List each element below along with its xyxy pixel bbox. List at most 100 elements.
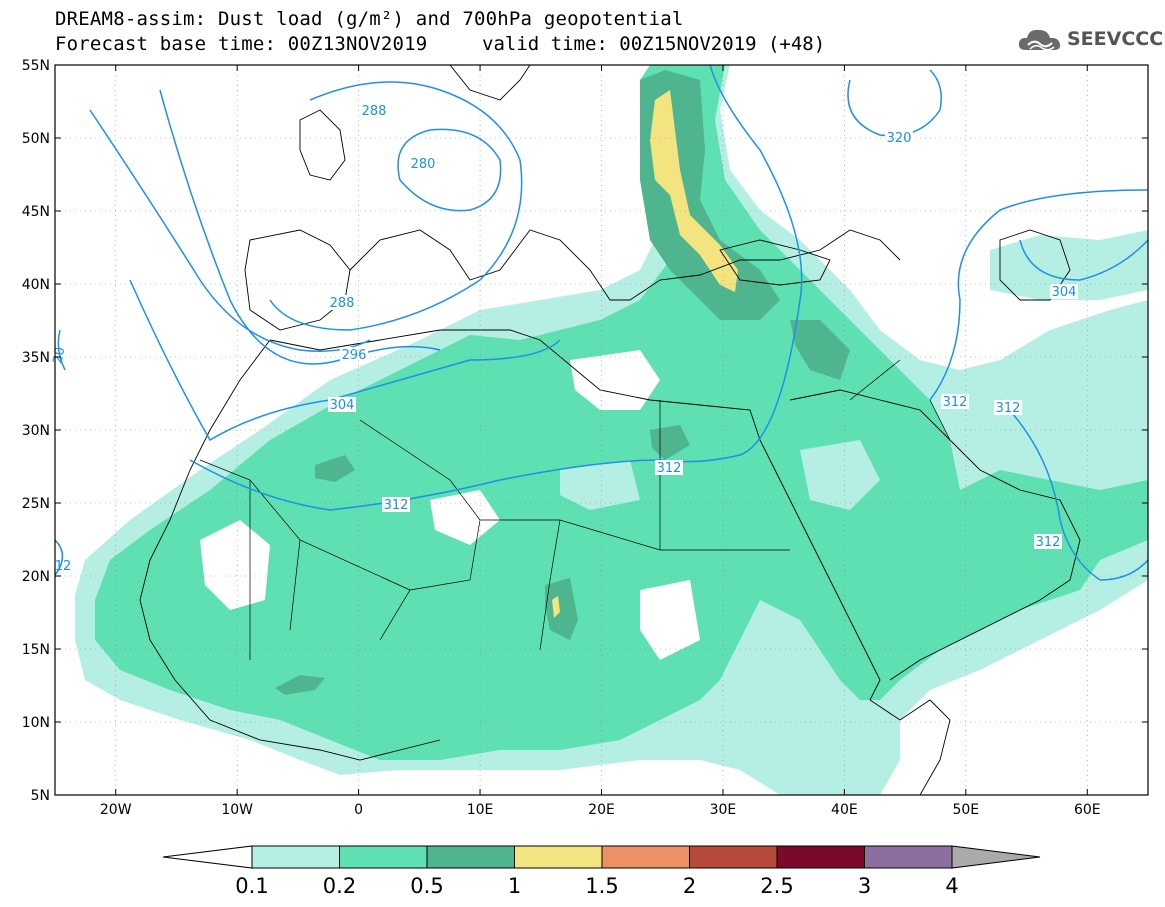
contour-304-east — [1019, 239, 1148, 281]
lat-label: 15N — [22, 642, 50, 658]
coastline-arabia — [789, 389, 1081, 681]
lon-label: 60E — [1074, 802, 1101, 818]
dust-level-0.5 — [315, 455, 355, 482]
dust-level-1 — [552, 596, 560, 618]
lon-label: 10E — [467, 802, 494, 818]
map-axes: 55N 50N 45N 40N 35N 30N 25N 20N 15N 10N 5N 20W 10W 0 1… — [22, 58, 1148, 818]
contour-304-west — [129, 279, 561, 442]
colorbar-box — [339, 845, 428, 869]
contour-296 — [159, 89, 441, 365]
dust-gap — [800, 440, 880, 510]
logo-text: SEEVCCC — [1067, 28, 1164, 50]
colorbar-label: 0.5 — [410, 874, 443, 898]
lat-label: 5N — [31, 788, 50, 804]
coastline-black-sea — [719, 239, 831, 286]
contour-label: 312 — [996, 401, 1021, 416]
colorbar-box — [864, 845, 953, 869]
coastline-britain — [299, 109, 346, 181]
colorbar-label: 4 — [945, 874, 958, 898]
dust-field — [75, 65, 1148, 795]
lon-label: 20W — [100, 802, 132, 818]
lat-label: 35N — [22, 350, 50, 366]
colorbar-box — [601, 845, 690, 869]
colorbar-label: 1.5 — [585, 874, 618, 898]
lon-label: 10W — [221, 802, 253, 818]
colorbar-label: 0.2 — [323, 874, 356, 898]
dust-level-0.5 — [545, 578, 578, 640]
lon-label: 30E — [710, 802, 737, 818]
lat-label: 50N — [22, 131, 50, 147]
contour-label: 12 — [55, 559, 72, 574]
contour-280 — [397, 128, 502, 212]
colorbar-box — [514, 845, 603, 869]
colorbar-label: 0.1 — [235, 874, 268, 898]
contour-label: 296 — [342, 348, 367, 363]
colorbar-left-arrow — [162, 845, 253, 869]
colorbar-box — [251, 845, 340, 869]
dust-gap — [570, 350, 660, 410]
map-title: DREAM8-assim: Dust load (g/m²) and 700hP… — [55, 8, 684, 30]
coastline-iberia-west-africa — [244, 229, 351, 331]
colorbar-label: 2 — [683, 874, 696, 898]
coastline-africa — [269, 329, 951, 795]
lat-label: 30N — [22, 423, 50, 439]
contour-288-a — [269, 81, 523, 331]
lat-label: 10N — [22, 715, 50, 731]
contour-label: 312 — [943, 395, 968, 410]
contour-label: 312 — [1036, 535, 1061, 550]
contour-label: 304 — [330, 398, 355, 413]
seevccc-logo: SEEVCCC — [1016, 24, 1163, 54]
contour-label: 312 — [657, 461, 682, 476]
dust-gap — [200, 520, 270, 610]
coastline-europe — [349, 229, 901, 301]
colorbar-label: 1 — [508, 874, 521, 898]
lat-label: 55N — [22, 58, 50, 74]
colorbar-box — [776, 845, 865, 869]
coastlines — [139, 65, 1081, 795]
contour-label: 20 — [51, 346, 69, 365]
contour-label: 288 — [362, 104, 387, 119]
contour-312-main — [189, 65, 803, 511]
colorbar-label: 2.5 — [760, 874, 793, 898]
colorbar-label: 3 — [858, 874, 871, 898]
contour-312-far-east — [999, 399, 1148, 581]
dust-gap — [640, 580, 700, 660]
lon-label: 40E — [831, 802, 858, 818]
dust-level-1 — [650, 90, 738, 292]
colorbar-right-arrow — [951, 845, 1041, 869]
colorbar: 0.1 0.2 0.5 1 1.5 2 2.5 3 4 — [162, 845, 1041, 898]
coastline-west-africa — [139, 339, 441, 761]
dust-level-0.2 — [95, 65, 1148, 760]
dust-gap — [430, 490, 500, 545]
lat-label: 40N — [22, 277, 50, 293]
contour-288-b — [89, 109, 371, 352]
lat-label: 20N — [22, 569, 50, 585]
contour-label: 320 — [887, 131, 912, 146]
lat-label: 45N — [22, 204, 50, 220]
dust-level-0.5 — [275, 675, 325, 695]
contour-label: 288 — [330, 296, 355, 311]
coastline-scandinavia — [449, 65, 531, 101]
contour-label: 280 — [411, 157, 436, 172]
dust-level-0.1 — [990, 230, 1148, 300]
border-lines — [199, 359, 951, 660]
dust-level-0.5 — [790, 320, 850, 380]
forecast-base-time: Forecast base time: 00Z13NOV2019 — [55, 33, 428, 55]
lat-label: 25N — [22, 496, 50, 512]
lon-label: 50E — [952, 802, 979, 818]
contour-12-edge — [55, 539, 64, 576]
lon-label: 20E — [588, 802, 615, 818]
contour-312-east — [929, 189, 1148, 401]
cloud-icon — [1018, 29, 1061, 51]
contour-20-edge — [57, 329, 66, 371]
colorbar-box — [426, 845, 515, 869]
colorbar-box — [689, 845, 778, 869]
contour-label: 312 — [384, 498, 409, 513]
contour-label: 304 — [1052, 285, 1077, 300]
contour-320 — [847, 69, 942, 137]
valid-time: valid time: 00Z15NOV2019 (+48) — [482, 33, 826, 55]
dust-gap — [560, 460, 640, 510]
grid — [55, 65, 1148, 795]
lon-label: 0 — [354, 802, 363, 818]
